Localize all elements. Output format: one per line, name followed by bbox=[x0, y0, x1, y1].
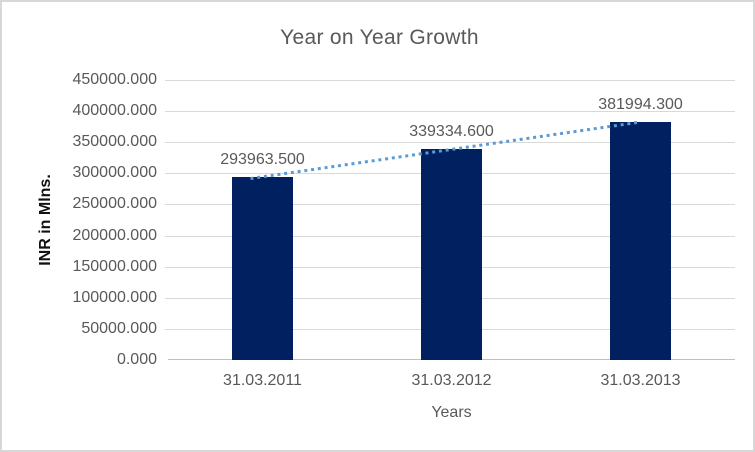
gridline bbox=[165, 142, 735, 144]
y-tick-label: 250000.000 bbox=[72, 195, 157, 213]
y-axis-title: INR in Mlns. bbox=[37, 174, 54, 266]
y-tick-label: 400000.000 bbox=[72, 102, 157, 120]
y-tick-label: 450000.000 bbox=[72, 71, 157, 88]
bar-31.03.2012 bbox=[421, 148, 482, 360]
plot-area bbox=[165, 80, 735, 360]
y-tick-label: 300000.000 bbox=[72, 164, 157, 182]
bar-31.03.2013 bbox=[610, 122, 671, 360]
x-tick-label: 31.03.2011 bbox=[223, 372, 302, 389]
x-tick-label: 31.03.2012 bbox=[411, 372, 492, 389]
x-tick-label: 31.03.2013 bbox=[600, 372, 681, 389]
y-tick-label: 350000.000 bbox=[72, 133, 157, 151]
gridline bbox=[165, 80, 735, 81]
bar-data-label: 339334.600 bbox=[409, 122, 494, 140]
x-axis-title: Years bbox=[431, 404, 472, 421]
chart-title: Year on Year Growth bbox=[280, 26, 479, 49]
y-tick-label: 150000.000 bbox=[72, 257, 157, 275]
bar-data-label: 293963.500 bbox=[220, 151, 305, 169]
trendline bbox=[250, 120, 641, 181]
y-tick-label: 0.000 bbox=[116, 351, 157, 368]
bar-data-label: 381994.300 bbox=[598, 96, 683, 114]
gridline bbox=[165, 111, 735, 113]
y-tick-label: 50000.000 bbox=[81, 319, 157, 337]
bar-31.03.2011 bbox=[232, 177, 293, 360]
y-tick-label: 200000.000 bbox=[72, 226, 157, 244]
y-tick-label: 100000.000 bbox=[72, 288, 157, 306]
